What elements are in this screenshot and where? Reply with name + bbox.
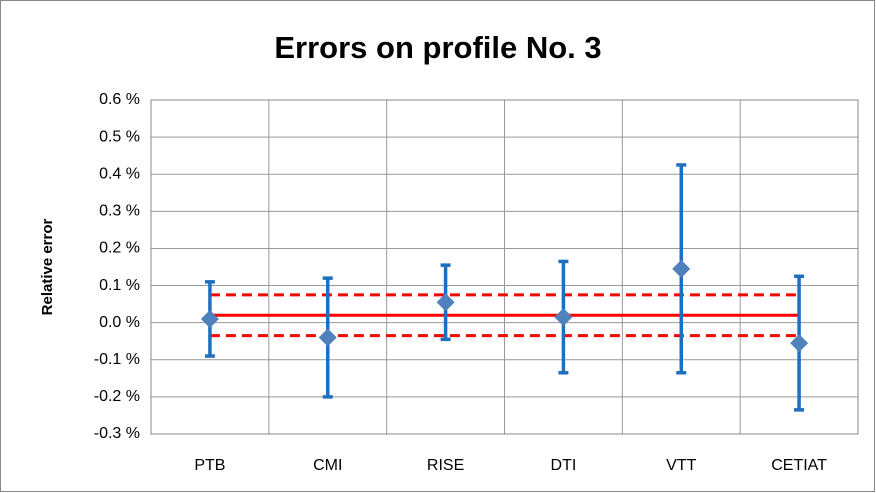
plot-border: [150, 99, 859, 435]
y-tick-label: -0.3 %: [94, 425, 140, 442]
x-tick-label: CMI: [313, 457, 342, 474]
chart-title: Errors on profile No. 3: [274, 30, 601, 65]
marker: [554, 308, 573, 327]
y-axis-label: Relative error: [39, 218, 56, 315]
x-tick-label: RISE: [427, 457, 464, 474]
x-tick-label: CETIAT: [771, 457, 827, 474]
y-tick-label: 0.0 %: [99, 314, 140, 331]
marker: [436, 293, 455, 312]
x-tick-label: VTT: [666, 457, 696, 474]
x-tick-label: PTB: [194, 457, 225, 474]
marker: [790, 334, 809, 353]
marker: [318, 328, 337, 347]
marker: [672, 259, 691, 278]
y-tick-label: 0.1 %: [99, 277, 140, 294]
y-tick-label: -0.1 %: [94, 351, 140, 368]
y-tick-label: 0.4 %: [99, 165, 140, 182]
marker: [200, 309, 219, 328]
y-tick-label: 0.6 %: [99, 91, 140, 108]
y-tick-label: 0.3 %: [99, 203, 140, 220]
y-tick-label: 0.5 %: [99, 128, 140, 145]
y-tick-label: 0.2 %: [99, 240, 140, 257]
x-tick-label: DTI: [551, 457, 577, 474]
y-tick-label: -0.2 %: [94, 388, 140, 405]
